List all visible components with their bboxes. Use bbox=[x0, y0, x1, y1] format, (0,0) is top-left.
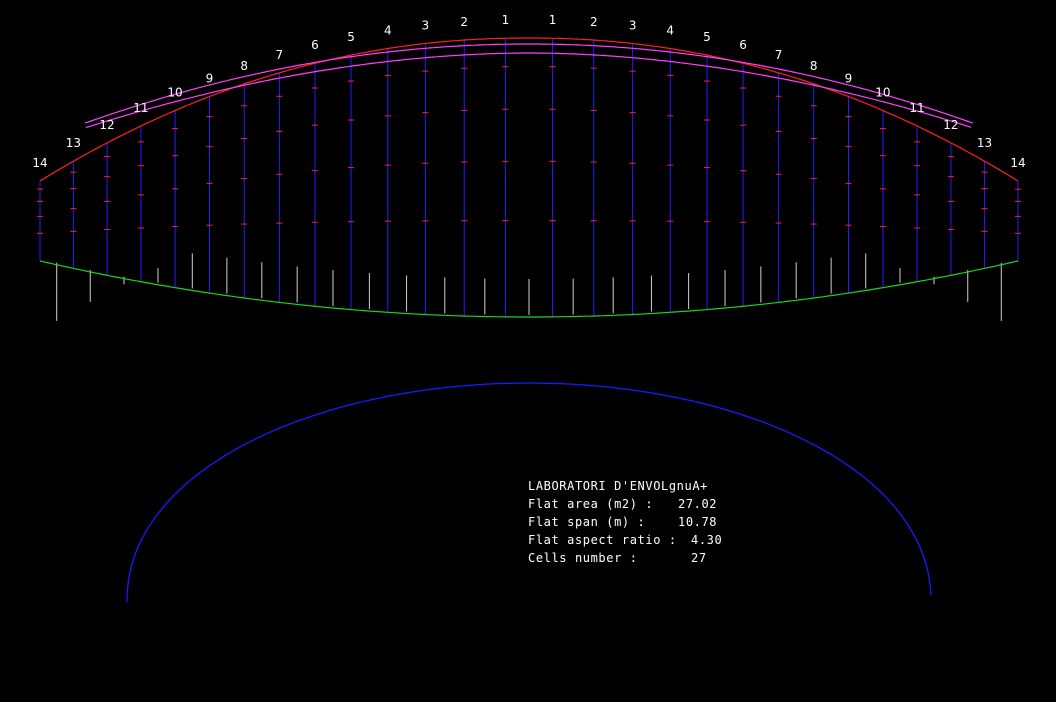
flat-span-value: 10.78 bbox=[678, 515, 718, 529]
rib-number-label: 1 bbox=[549, 13, 557, 27]
rib-number-label: 7 bbox=[775, 48, 783, 62]
flat-span-label: Flat span (m) : bbox=[528, 515, 646, 529]
rib-markers-layer bbox=[37, 66, 1021, 234]
rib-number-label: 11 bbox=[909, 101, 924, 115]
rib-number-label: 13 bbox=[66, 136, 81, 150]
rib-number-label: 2 bbox=[590, 15, 598, 29]
rib-number-label: 12 bbox=[99, 118, 114, 132]
aspect-ratio-label: Flat aspect ratio : bbox=[528, 533, 677, 547]
info-row-flat-span: Flat span (m) : 10.78 bbox=[528, 513, 722, 531]
cells-number-value: 27 bbox=[691, 551, 707, 565]
flat-area-label: Flat area (m2) : bbox=[528, 497, 654, 511]
rib-number-label: 11 bbox=[133, 101, 148, 115]
info-row-aspect-ratio: Flat aspect ratio : 4.30 bbox=[528, 531, 722, 549]
upper-profile-curve bbox=[84, 43, 974, 124]
aspect-ratio-value: 4.30 bbox=[691, 533, 723, 547]
rib-number-label: 5 bbox=[703, 30, 711, 44]
rib-number-label: 2 bbox=[460, 15, 468, 29]
wing-arc-view bbox=[126, 382, 932, 603]
ribs-layer bbox=[39, 38, 1019, 317]
rib-number-label: 14 bbox=[32, 156, 47, 170]
rib-number-label: 13 bbox=[977, 136, 992, 150]
rib-number-label: 3 bbox=[629, 18, 637, 32]
info-title: LABORATORI D'ENVOLgnuA+ bbox=[528, 479, 708, 493]
rib-number-label: 6 bbox=[311, 38, 319, 52]
rib-number-label: 9 bbox=[845, 72, 853, 86]
flat-area-value: 27.02 bbox=[678, 497, 718, 511]
wing-info-panel: LABORATORI D'ENVOLgnuA+ Flat area (m2) :… bbox=[528, 477, 722, 567]
rib-number-label: 8 bbox=[240, 59, 248, 73]
cells-number-label: Cells number : bbox=[528, 551, 638, 565]
trailing-edge-curve bbox=[39, 260, 1019, 318]
rib-number-label: 14 bbox=[1010, 156, 1025, 170]
rib-number-label: 12 bbox=[943, 118, 958, 132]
rib-number-label: 10 bbox=[167, 86, 182, 100]
rib-number-label: 5 bbox=[347, 30, 355, 44]
rib-number-label: 1 bbox=[502, 13, 510, 27]
rib-number-label: 4 bbox=[384, 24, 392, 38]
trailing-tabs-layer bbox=[56, 253, 1002, 321]
info-row-flat-area: Flat area (m2) : 27.02 bbox=[528, 495, 722, 513]
rib-number-label: 9 bbox=[206, 72, 214, 86]
info-row-cells-number: Cells number : 27 bbox=[528, 549, 722, 567]
rib-number-label: 10 bbox=[875, 86, 890, 100]
lower-profile-curve bbox=[85, 52, 972, 129]
rib-number-label: 8 bbox=[810, 59, 818, 73]
rib-number-label: 4 bbox=[666, 24, 674, 38]
rib-number-label: 6 bbox=[739, 38, 747, 52]
rib-number-label: 7 bbox=[276, 48, 284, 62]
leading-edge-curve bbox=[39, 37, 1019, 182]
rib-number-label: 3 bbox=[422, 18, 430, 32]
